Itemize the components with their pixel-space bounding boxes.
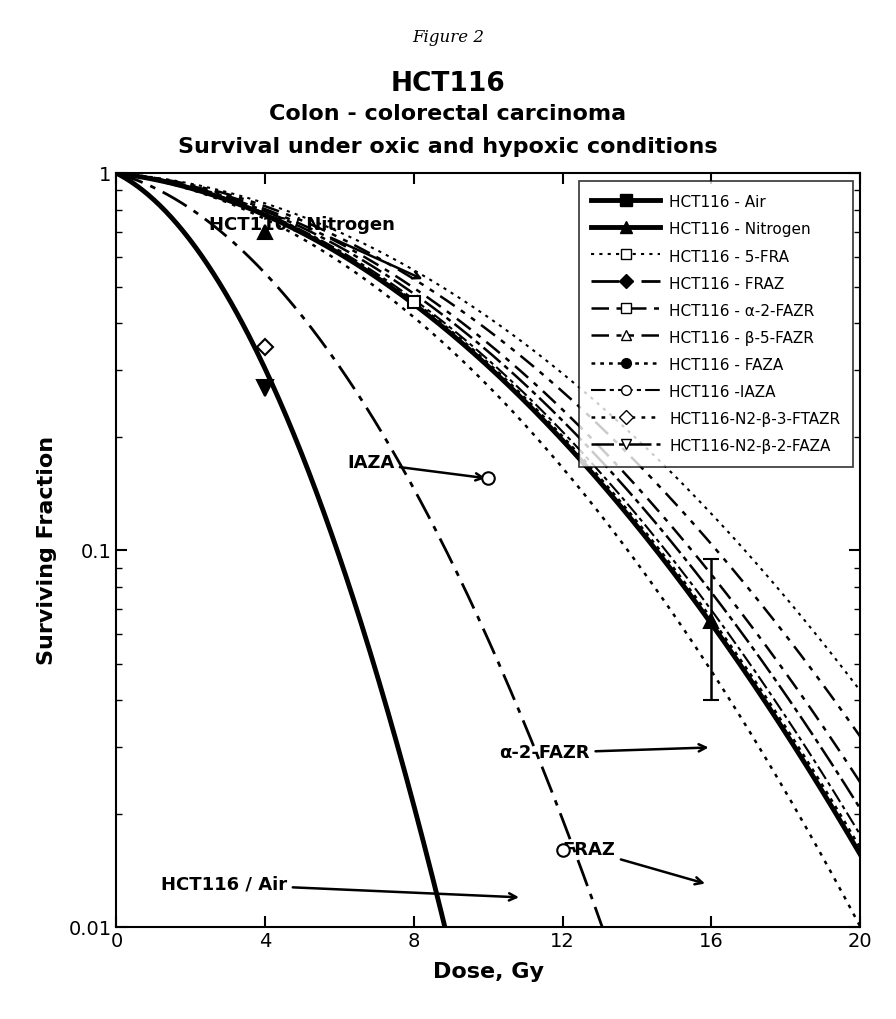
- Y-axis label: Surviving Fraction: Surviving Fraction: [38, 436, 57, 664]
- X-axis label: Dose, Gy: Dose, Gy: [433, 962, 544, 982]
- Text: FRAZ: FRAZ: [563, 842, 702, 884]
- Text: HCT116 / Nitrogen: HCT116 / Nitrogen: [210, 216, 420, 278]
- Legend: HCT116 - Air, HCT116 - Nitrogen, HCT116 - 5-FRA, HCT116 - FRAZ, HCT116 - α-2-FAZ: HCT116 - Air, HCT116 - Nitrogen, HCT116 …: [579, 180, 852, 468]
- Text: Colon - colorectal carcinoma: Colon - colorectal carcinoma: [270, 104, 626, 124]
- Text: HCT116 / Air: HCT116 / Air: [161, 875, 516, 901]
- Text: α-2-FAZR: α-2-FAZR: [499, 744, 706, 762]
- Text: HCT116: HCT116: [391, 71, 505, 98]
- Text: IAZA: IAZA: [347, 454, 483, 480]
- Text: Figure 2: Figure 2: [412, 29, 484, 46]
- Text: Survival under oxic and hypoxic conditions: Survival under oxic and hypoxic conditio…: [178, 137, 718, 157]
